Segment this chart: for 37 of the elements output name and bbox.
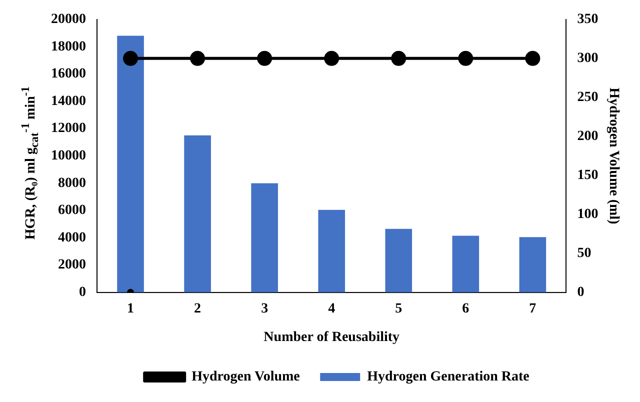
y-tick-label: 18000 bbox=[51, 39, 86, 54]
y2-axis-title: Hydrogen Volume (ml) bbox=[606, 88, 621, 225]
y2-tick-label: 50 bbox=[577, 246, 592, 262]
x-tick-label: 6 bbox=[462, 301, 470, 316]
y2-tick-label: 300 bbox=[577, 51, 598, 66]
x-tick-label: 1 bbox=[127, 301, 134, 316]
y2-tick-label: 150 bbox=[577, 168, 598, 184]
y-tick-label: 14000 bbox=[51, 94, 86, 109]
x-tick-label: 7 bbox=[529, 301, 536, 316]
x-axis-title: Number of Reusability bbox=[264, 330, 400, 346]
y2-tick-label: 350 bbox=[577, 12, 598, 28]
x-tick-label: 2 bbox=[194, 301, 202, 316]
y-tick-label: 2000 bbox=[58, 258, 86, 273]
y-tick-label: 20000 bbox=[51, 12, 86, 28]
bar bbox=[385, 228, 412, 292]
y-tick-label: 16000 bbox=[51, 66, 86, 82]
y-tick-label: 8000 bbox=[58, 176, 86, 191]
y-tick-label: 10000 bbox=[51, 148, 86, 164]
x-tick-label: 3 bbox=[261, 301, 268, 316]
y2-tick-label: 100 bbox=[577, 207, 598, 222]
bar bbox=[184, 135, 211, 292]
bar bbox=[318, 210, 346, 292]
y-tick-label: 6000 bbox=[58, 203, 86, 218]
bar bbox=[251, 183, 278, 292]
y-tick-label: 0 bbox=[79, 285, 86, 300]
legend-label: Hydrogen Generation Rate bbox=[367, 370, 530, 385]
y2-tick-label: 0 bbox=[577, 285, 584, 300]
x-tick-label: 5 bbox=[395, 301, 402, 316]
y2-tick-label: 250 bbox=[577, 90, 598, 106]
bar bbox=[519, 237, 546, 292]
bar bbox=[452, 236, 480, 292]
y2-tick-label: 200 bbox=[577, 129, 598, 144]
x-tick-label: 4 bbox=[328, 301, 336, 316]
bar bbox=[117, 36, 144, 292]
y-tick-label: 4000 bbox=[58, 230, 86, 246]
legend-label: Hydrogen Volume bbox=[192, 370, 300, 385]
y-tick-label: 12000 bbox=[51, 121, 86, 136]
